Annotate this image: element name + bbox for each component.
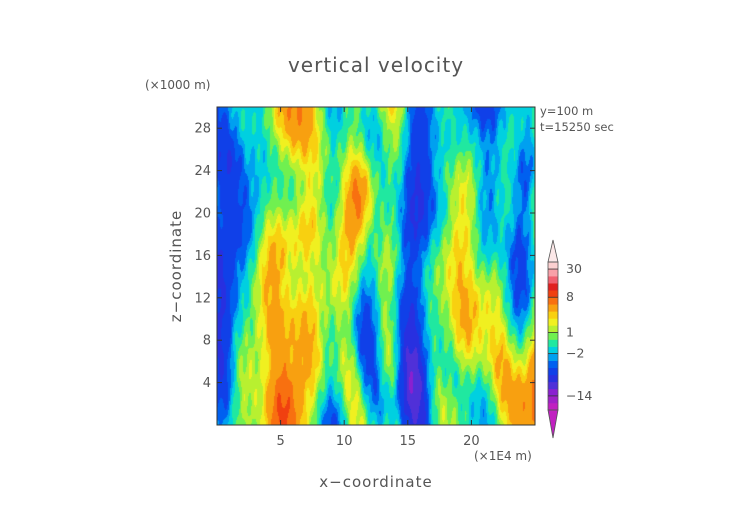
- colorbar-segment: [548, 304, 558, 312]
- colorbar-segment: [548, 367, 558, 376]
- annotation-y-location: y=100 m: [540, 104, 593, 118]
- plot-area: [216, 106, 536, 426]
- colorbar-extend-min: [547, 409, 559, 439]
- annotation-time: t=15250 sec: [540, 120, 614, 134]
- colorbar-segment: [548, 276, 558, 284]
- x-tick-label: 5: [276, 434, 284, 449]
- x-tick-label: 20: [463, 434, 480, 449]
- plot-frame: [216, 106, 536, 426]
- colorbar-tick-label: 30: [566, 261, 582, 276]
- y-axis-label: z−coordinate: [167, 210, 185, 322]
- x-tick-label: 10: [336, 434, 353, 449]
- colorbar-segment: [548, 311, 558, 319]
- colorbar-segment: [548, 262, 558, 270]
- y-tick-label: 28: [194, 122, 211, 137]
- colorbar: 30 8 1 −2 −14: [547, 239, 592, 439]
- x-unit-label: (×1E4 m): [474, 449, 532, 463]
- colorbar-segment: [548, 388, 558, 397]
- y-tick-label: 12: [194, 291, 211, 306]
- colorbar-segment: [548, 374, 558, 383]
- colorbar-segment: [548, 395, 558, 404]
- colorbar-segment: [548, 325, 558, 333]
- chart-title: vertical velocity: [288, 53, 464, 77]
- colorbar-segment: [548, 360, 558, 369]
- colorbar-segment: [548, 318, 558, 326]
- colorbar-segment: [548, 381, 558, 390]
- y-tick-label: 24: [194, 164, 211, 179]
- colorbar-segment: [548, 297, 558, 305]
- colorbar-tick-label: 1: [566, 324, 574, 339]
- y-tick-label: 8: [203, 334, 211, 349]
- colorbar-frame: [547, 261, 559, 411]
- colorbar-segment: [548, 346, 558, 354]
- colorbar-segment: [548, 269, 558, 277]
- colorbar-segment: [548, 283, 558, 291]
- y-tick-label: 4: [203, 376, 211, 391]
- colorbar-segment: [548, 339, 558, 347]
- colorbar-tick-label: 8: [566, 289, 574, 304]
- colorbar-tick-label: −14: [566, 388, 592, 403]
- colorbar-tick-label: −2: [566, 346, 584, 361]
- y-unit-label: (×1000 m): [145, 78, 210, 92]
- y-tick-label: 20: [194, 207, 211, 222]
- y-axis: 4 8 12 16 20 24 28: [194, 122, 535, 391]
- velocity-field: [217, 107, 535, 425]
- colorbar-segment: [548, 332, 558, 340]
- colorbar-segment: [548, 353, 558, 361]
- x-tick-label: 15: [400, 434, 417, 449]
- y-tick-label: 16: [194, 249, 211, 264]
- colorbar-extend-max: [547, 239, 559, 263]
- colorbar-segment: [548, 290, 558, 298]
- x-axis: 5 10 15 20: [276, 107, 480, 449]
- x-axis-label: x−coordinate: [319, 473, 432, 491]
- colorbar-segment: [548, 402, 558, 411]
